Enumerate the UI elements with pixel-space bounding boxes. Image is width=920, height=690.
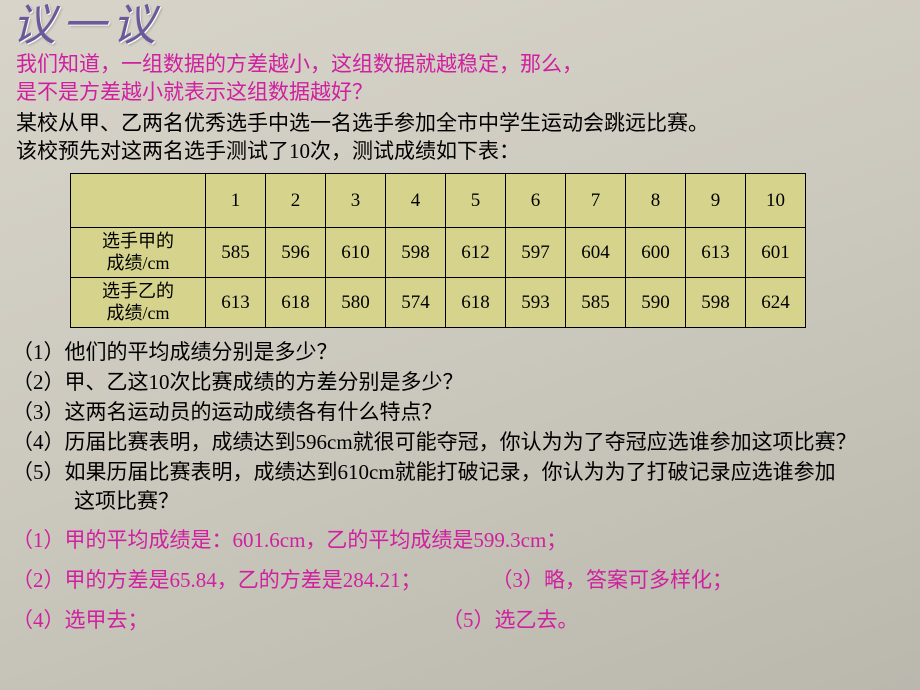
row-label-l1: 选手乙的 xyxy=(102,281,174,301)
cell: 598 xyxy=(386,228,446,278)
cell: 597 xyxy=(506,228,566,278)
row-label-l2: 成绩/cm xyxy=(107,253,170,273)
col-header: 10 xyxy=(746,174,806,228)
question-4: （4）历届比赛表明，成绩达到596cm就很可能夺冠，你认为为了夺冠应选谁参加这项… xyxy=(12,428,910,458)
cell: 618 xyxy=(266,278,326,328)
context-line1: 某校从甲、乙两名优秀选手中选一名选手参加全市中学生运动会跳远比赛。 xyxy=(16,111,709,135)
cell: 624 xyxy=(746,278,806,328)
col-header: 5 xyxy=(446,174,506,228)
cell: 600 xyxy=(626,228,686,278)
col-header: 4 xyxy=(386,174,446,228)
cell: 613 xyxy=(686,228,746,278)
cell: 612 xyxy=(446,228,506,278)
cell: 618 xyxy=(446,278,506,328)
answer-1: （1）甲的平均成绩是：601.6cm，乙的平均成绩是599.3cm； xyxy=(12,521,910,561)
context-line2: 该校预先对这两名选手测试了10次，测试成绩如下表： xyxy=(16,139,520,163)
answer-3: （3）略，答案可多样化； xyxy=(492,561,734,601)
col-header: 7 xyxy=(566,174,626,228)
data-table: 1 2 3 4 5 6 7 8 9 10 选手甲的 成绩/cm 585 596 … xyxy=(70,173,806,328)
row-label-l2: 成绩/cm xyxy=(107,303,170,323)
question-5b: 这项比赛？ xyxy=(74,487,910,517)
question-5a: （5）如果历届比赛表明，成绩达到610cm就能打破记录，你认为为了打破记录应选谁… xyxy=(12,458,910,488)
cell: 593 xyxy=(506,278,566,328)
cell: 585 xyxy=(206,228,266,278)
intro-line1: 我们知道，一组数据的方差越小，这组数据就越稳定，那么， xyxy=(16,52,583,76)
row-label-yi: 选手乙的 成绩/cm xyxy=(71,278,206,328)
answers-block: （1）甲的平均成绩是：601.6cm，乙的平均成绩是599.3cm； （2）甲的… xyxy=(12,521,910,641)
cell: 596 xyxy=(266,228,326,278)
row-label-l1: 选手甲的 xyxy=(102,231,174,251)
cell: 610 xyxy=(326,228,386,278)
intro-line2: 是不是方差越小就表示这组数据越好？ xyxy=(16,80,373,104)
slide-root: 议一议 我们知道，一组数据的方差越小，这组数据就越稳定，那么， 是不是方差越小就… xyxy=(0,0,920,651)
question-2: （2）甲、乙这10次比赛成绩的方差分别是多少？ xyxy=(12,368,910,398)
col-header: 1 xyxy=(206,174,266,228)
cell: 598 xyxy=(686,278,746,328)
data-table-wrap: 1 2 3 4 5 6 7 8 9 10 选手甲的 成绩/cm 585 596 … xyxy=(70,173,910,328)
table-corner-blank xyxy=(71,174,206,228)
questions-block: （1）他们的平均成绩分别是多少？ （2）甲、乙这10次比赛成绩的方差分别是多少？… xyxy=(12,338,910,517)
answer-4: （4）选甲去； xyxy=(12,601,442,641)
col-header: 6 xyxy=(506,174,566,228)
table-header-row: 1 2 3 4 5 6 7 8 9 10 xyxy=(71,174,806,228)
col-header: 2 xyxy=(266,174,326,228)
cell: 574 xyxy=(386,278,446,328)
cell: 580 xyxy=(326,278,386,328)
intro-question: 我们知道，一组数据的方差越小，这组数据就越稳定，那么， 是不是方差越小就表示这组… xyxy=(16,50,910,107)
row-label-jia: 选手甲的 成绩/cm xyxy=(71,228,206,278)
title-art: 议一议 xyxy=(12,4,910,48)
cell: 613 xyxy=(206,278,266,328)
col-header: 9 xyxy=(686,174,746,228)
intro-context: 某校从甲、乙两名优秀选手中选一名选手参加全市中学生运动会跳远比赛。 该校预先对这… xyxy=(16,109,910,166)
table-row: 选手乙的 成绩/cm 613 618 580 574 618 593 585 5… xyxy=(71,278,806,328)
question-1: （1）他们的平均成绩分别是多少？ xyxy=(12,338,910,368)
cell: 601 xyxy=(746,228,806,278)
table-row: 选手甲的 成绩/cm 585 596 610 598 612 597 604 6… xyxy=(71,228,806,278)
answer-row-2-3: （2）甲的方差是65.84，乙的方差是284.21； （3）略，答案可多样化； xyxy=(12,561,910,601)
cell: 585 xyxy=(566,278,626,328)
cell: 590 xyxy=(626,278,686,328)
answer-5: （5）选乙去。 xyxy=(442,601,579,641)
answer-2: （2）甲的方差是65.84，乙的方差是284.21； xyxy=(12,561,422,601)
answer-row-4-5: （4）选甲去； （5）选乙去。 xyxy=(12,601,910,641)
col-header: 8 xyxy=(626,174,686,228)
cell: 604 xyxy=(566,228,626,278)
question-3: （3）这两名运动员的运动成绩各有什么特点？ xyxy=(12,398,910,428)
col-header: 3 xyxy=(326,174,386,228)
